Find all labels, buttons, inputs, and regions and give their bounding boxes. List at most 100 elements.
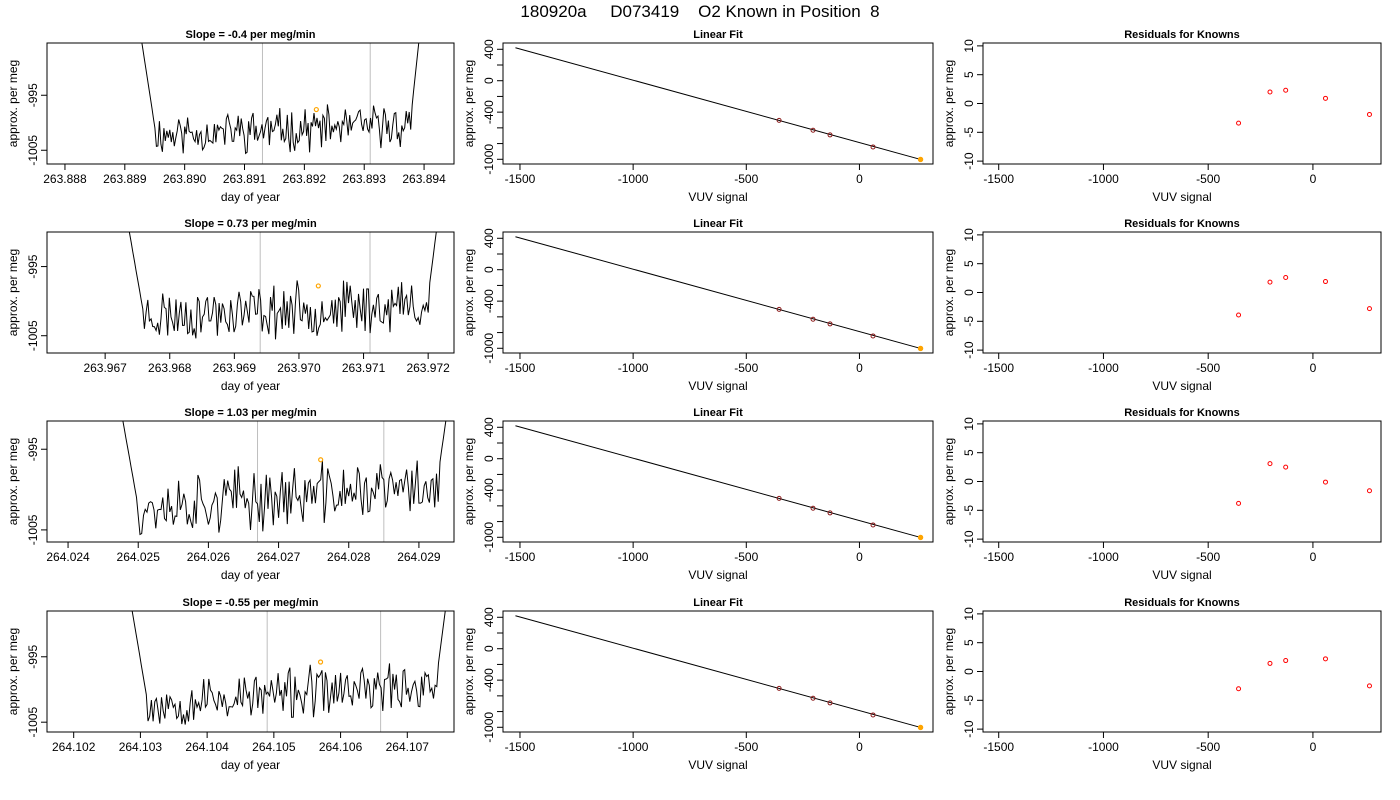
panel-linear-fit-2: -1500 -1000 -500 0 400 0 -400 -1000 Linear Fit VU… <box>462 218 934 393</box>
y-axis-label: approx. per meg <box>462 60 476 147</box>
plot-box <box>982 42 1382 165</box>
panel-title: Linear Fit <box>693 407 743 419</box>
plot-area <box>1236 656 1372 692</box>
plot-box <box>46 231 455 354</box>
x-tick-label: 264.102 <box>52 740 96 754</box>
x-tick-label: -1000 <box>1088 172 1119 186</box>
x-tick-label: -1500 <box>505 740 536 754</box>
plot-area <box>131 611 446 732</box>
x-tick-label: 263.969 <box>213 361 257 375</box>
data-point <box>810 316 816 322</box>
highlight-point <box>317 659 324 665</box>
y-tick-label: -1005 <box>26 707 40 738</box>
residual-point <box>1267 89 1273 95</box>
residual-point <box>1322 656 1328 662</box>
data-point <box>870 712 876 718</box>
x-tick-label: 263.968 <box>148 361 192 375</box>
panel-time-series-4: 264.102 264.103 264.104 264.105 264.106 264.1… <box>6 597 455 772</box>
x-tick-label: 263.892 <box>283 172 327 186</box>
x-axis-label: day of year <box>221 758 280 772</box>
plot-area <box>128 232 437 353</box>
panel-title: Residuals for Knowns <box>1124 218 1240 230</box>
data-point <box>827 321 833 327</box>
panel-title: Linear Fit <box>693 218 743 230</box>
x-tick-label: -500 <box>734 172 758 186</box>
residual-point <box>1283 87 1289 93</box>
x-tick-label: 264.106 <box>319 740 363 754</box>
x-tick-label: 263.970 <box>277 361 321 375</box>
residual-point <box>1366 306 1372 312</box>
data-point <box>776 117 782 123</box>
plot-area <box>515 615 924 731</box>
plot-box <box>46 42 455 165</box>
signal-trace <box>141 43 420 155</box>
panel-title: Slope = 1.03 per meg/min <box>184 407 317 419</box>
x-tick-label: -1500 <box>983 740 1014 754</box>
highlight-point <box>917 724 924 731</box>
plot-area <box>515 47 924 163</box>
panel-linear-fit-4: -1500 -1000 -500 0 400 0 -400 -1000 Linear Fit VU… <box>462 597 934 772</box>
y-tick-label: -10 <box>962 720 976 738</box>
residual-point <box>1267 461 1273 467</box>
y-tick-label: -995 <box>26 437 40 461</box>
plot-box <box>502 610 934 733</box>
x-tick-label: 0 <box>1310 740 1317 754</box>
x-tick-label: -1500 <box>983 172 1014 186</box>
y-tick-label: -1000 <box>482 144 496 175</box>
y-axis-label: approx. per meg <box>462 438 476 525</box>
y-tick-label: -5 <box>962 695 976 706</box>
fit-line <box>515 425 921 538</box>
x-tick-label: 264.107 <box>386 740 430 754</box>
data-point <box>810 127 816 133</box>
panel-title: Residuals for Knowns <box>1124 407 1240 419</box>
y-tick-label: 400 <box>482 607 496 627</box>
residual-point <box>1366 111 1372 117</box>
y-tick-label: -995 <box>26 83 40 107</box>
x-tick-label: 0 <box>856 361 863 375</box>
x-axis-label: VUV signal <box>688 758 747 772</box>
x-tick-label: -500 <box>734 740 758 754</box>
fit-line <box>515 236 921 349</box>
data-point <box>827 700 833 706</box>
x-tick-label: 263.971 <box>342 361 386 375</box>
fit-line <box>515 47 921 160</box>
panel-title: Slope = 0.73 per meg/min <box>184 218 317 230</box>
y-tick-label: 0 <box>482 77 496 84</box>
x-tick-label: -1500 <box>983 550 1014 564</box>
plot-area <box>1236 461 1372 506</box>
panel-time-series-2: 263.967 263.968 263.969 263.970 263.971 263.9… <box>6 218 455 393</box>
plot-box <box>982 420 1382 543</box>
panel-linear-fit-3: -1500 -1000 -500 0 400 0 -400 -1000 Linear Fit VU… <box>462 407 934 582</box>
plot-box <box>502 231 934 354</box>
y-tick-label: 0 <box>962 289 976 296</box>
panel-residuals-1: -1500 -1000 -500 0 10 5 0 -5 -10 Residuals for Kn… <box>942 29 1382 204</box>
residual-point <box>1236 120 1242 126</box>
highlight-point <box>313 106 319 113</box>
panel-title: Slope = -0.4 per meg/min <box>186 29 316 41</box>
plot-box <box>502 420 934 543</box>
x-tick-label: -1000 <box>618 550 649 564</box>
data-point <box>776 495 782 501</box>
data-point <box>870 522 876 528</box>
y-tick-label: -1005 <box>26 135 40 166</box>
x-tick-label: -1000 <box>1088 550 1119 564</box>
x-tick-label: 263.894 <box>402 172 446 186</box>
plot-area <box>515 425 924 541</box>
data-point <box>870 144 876 150</box>
data-point <box>810 695 816 701</box>
panel-time-series-3: 264.024 264.025 264.026 264.027 264.028 264.0… <box>6 407 455 582</box>
plot-box <box>46 610 455 733</box>
y-tick-label: 400 <box>482 228 496 248</box>
residual-point <box>1236 500 1242 506</box>
x-tick-label: -1500 <box>505 550 536 564</box>
y-tick-label: 5 <box>962 639 976 646</box>
panel-title: Residuals for Knowns <box>1124 29 1240 41</box>
y-tick-label: -400 <box>482 668 496 692</box>
y-tick-label: 400 <box>482 417 496 437</box>
plot-box <box>502 42 934 165</box>
x-tick-label: 264.027 <box>257 550 301 564</box>
data-point <box>827 510 833 516</box>
y-tick-label: 400 <box>482 39 496 59</box>
x-tick-label: 0 <box>856 550 863 564</box>
x-axis-label: VUV signal <box>688 568 747 582</box>
